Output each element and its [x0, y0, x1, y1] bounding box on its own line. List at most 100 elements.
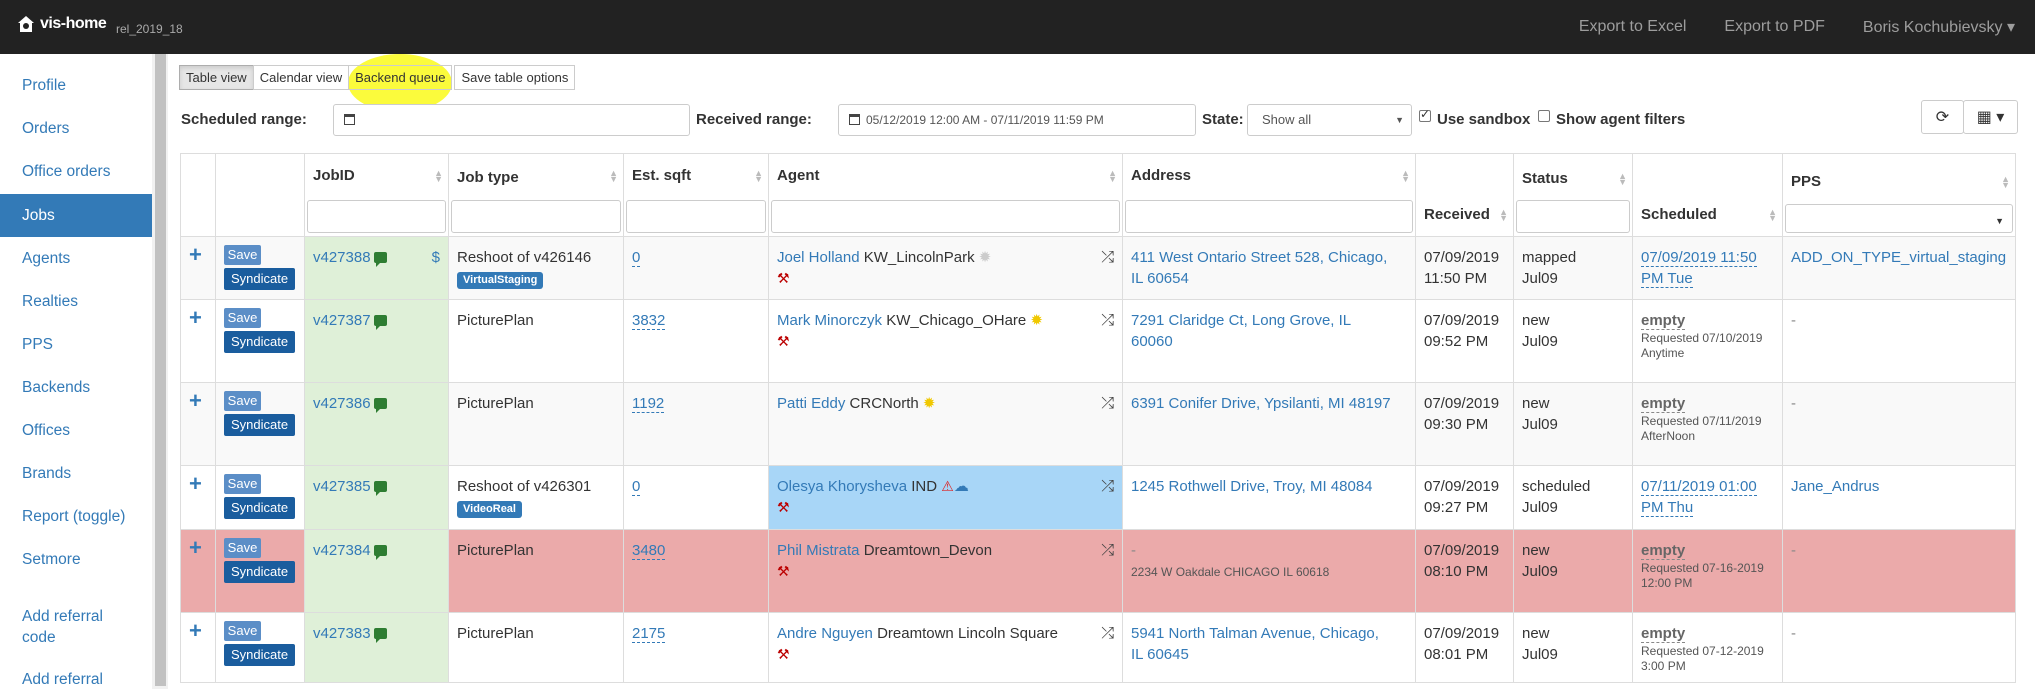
- agent-link[interactable]: Joel Holland: [777, 249, 860, 266]
- shuffle-icon[interactable]: ⤮: [1101, 312, 1114, 329]
- sidebar-item-offices[interactable]: Offices: [22, 422, 70, 439]
- address-line1[interactable]: 411 West Ontario Street 528, Chicago,: [1131, 249, 1388, 266]
- est-sqft-editable[interactable]: 2175: [632, 625, 666, 643]
- scheduled-datetime[interactable]: 07/11/2019 01:00: [1641, 478, 1757, 496]
- syndicate-button[interactable]: Syndicate: [224, 644, 295, 666]
- expand-row-icon[interactable]: +: [189, 618, 202, 643]
- scheduled-day[interactable]: PM Thu: [1641, 499, 1694, 517]
- col-header-est-sqft[interactable]: Est. sqft ▲ ▼: [623, 153, 769, 237]
- col-header-job-type[interactable]: Job type ▲ ▼: [448, 153, 624, 237]
- sidebar-item-jobs[interactable]: Jobs: [0, 194, 152, 237]
- comment-icon[interactable]: [373, 252, 387, 267]
- col-header-agent[interactable]: Agent ▲ ▼: [768, 153, 1123, 237]
- col-header-jobid[interactable]: JobID ▲ ▼: [304, 153, 449, 237]
- shuffle-icon[interactable]: ⤮: [1101, 249, 1114, 266]
- address-line1[interactable]: 1245 Rothwell Drive, Troy, MI 48084: [1131, 478, 1373, 495]
- calendar-view-button[interactable]: Calendar view: [252, 65, 350, 90]
- est-sqft-editable[interactable]: 0: [632, 478, 641, 496]
- scheduled-day[interactable]: PM Tue: [1641, 270, 1693, 288]
- expand-row-icon[interactable]: +: [189, 305, 202, 330]
- address-line1[interactable]: 5941 North Talman Avenue, Chicago,: [1131, 625, 1379, 642]
- shuffle-icon[interactable]: ⤮: [1101, 395, 1114, 412]
- sidebar-item-report-toggle[interactable]: Report (toggle): [22, 508, 126, 525]
- syndicate-button[interactable]: Syndicate: [224, 497, 295, 519]
- expand-row-icon[interactable]: +: [189, 471, 202, 496]
- comment-icon[interactable]: [373, 481, 387, 496]
- sidebar-item-pps[interactable]: PPS: [22, 336, 54, 353]
- col-header-received[interactable]: Received ▲ ▼: [1415, 153, 1514, 237]
- col-header-address[interactable]: Address ▲ ▼: [1122, 153, 1416, 237]
- brand-logo[interactable]: vis-home: [16, 14, 107, 34]
- syndicate-button[interactable]: Syndicate: [224, 414, 295, 436]
- sidebar-item-profile[interactable]: Profile: [22, 77, 66, 94]
- address-line2[interactable]: IL 60654: [1131, 270, 1189, 287]
- jobid-link[interactable]: v427387: [313, 312, 371, 329]
- show-agent-filters-checkbox[interactable]: [1538, 110, 1550, 122]
- comment-icon[interactable]: [373, 628, 387, 643]
- sidebar-scrollbar-thumb[interactable]: [155, 54, 166, 686]
- scheduled-range-input[interactable]: [333, 104, 690, 136]
- sidebar-item-add-referral[interactable]: Add referral: [22, 671, 103, 688]
- address-line2[interactable]: 60060: [1131, 333, 1173, 350]
- status-filter-input[interactable]: [1516, 200, 1630, 233]
- job-type-filter-input[interactable]: [451, 200, 621, 233]
- est-sqft-editable[interactable]: 1192: [632, 395, 665, 413]
- agent-link[interactable]: Olesya Khorysheva: [777, 478, 908, 495]
- table-view-button[interactable]: Table view: [179, 65, 254, 90]
- shuffle-icon[interactable]: ⤮: [1101, 478, 1114, 495]
- save-button[interactable]: Save: [224, 391, 261, 411]
- address-line1[interactable]: 6391 Conifer Drive, Ypsilanti, MI 48197: [1131, 395, 1391, 412]
- shuffle-icon[interactable]: ⤮: [1101, 625, 1114, 642]
- address-line2[interactable]: IL 60645: [1131, 646, 1189, 663]
- export-pdf-link[interactable]: Export to PDF: [1724, 18, 1825, 35]
- agent-link[interactable]: Andre Nguyen: [777, 625, 873, 642]
- columns-menu-button[interactable]: ▦ ▾: [1963, 100, 2018, 134]
- col-header-pps[interactable]: PPS ▲ ▼ ▼: [1782, 153, 2016, 237]
- pps-value[interactable]: Jane_Andrus: [1791, 478, 1880, 495]
- jobid-link[interactable]: v427386: [313, 395, 371, 412]
- payment-dollar-icon[interactable]: $: [431, 249, 440, 266]
- sidebar-item-orders[interactable]: Orders: [22, 120, 70, 137]
- address-filter-input[interactable]: [1125, 200, 1413, 233]
- use-sandbox-checkbox[interactable]: [1419, 107, 1431, 122]
- expand-row-icon[interactable]: +: [189, 388, 202, 413]
- est-sqft-editable[interactable]: 3480: [632, 542, 666, 560]
- sidebar-item-add-referral-code[interactable]: Add referral code: [22, 608, 103, 646]
- jobid-filter-input[interactable]: [307, 200, 446, 233]
- sidebar-item-office-orders[interactable]: Office orders: [22, 163, 111, 180]
- shuffle-icon[interactable]: ⤮: [1101, 542, 1114, 559]
- sidebar-item-agents[interactable]: Agents: [22, 250, 71, 267]
- save-button[interactable]: Save: [224, 621, 261, 641]
- jobid-link[interactable]: v427384: [313, 542, 371, 559]
- sidebar-item-setmore[interactable]: Setmore: [22, 551, 81, 568]
- pps-value[interactable]: ADD_ON_TYPE_virtual_staging: [1791, 249, 2007, 266]
- comment-icon[interactable]: [373, 398, 387, 413]
- refresh-button[interactable]: ⟳: [1921, 100, 1964, 134]
- backend-queue-button[interactable]: Backend queue: [348, 65, 453, 90]
- pps-filter-select[interactable]: ▼: [1785, 204, 2013, 233]
- save-button[interactable]: Save: [224, 308, 261, 328]
- state-select[interactable]: Show all ▼: [1247, 104, 1412, 136]
- scheduled-datetime[interactable]: 07/09/2019 11:50: [1641, 249, 1757, 267]
- received-range-input[interactable]: 05/12/2019 12:00 AM - 07/11/2019 11:59 P…: [838, 104, 1196, 136]
- est-sqft-editable[interactable]: 0: [632, 249, 641, 267]
- agent-link[interactable]: Phil Mistrata: [777, 542, 860, 559]
- syndicate-button[interactable]: Syndicate: [224, 331, 295, 353]
- syndicate-button[interactable]: Syndicate: [224, 561, 295, 583]
- est-sqft-filter-input[interactable]: [626, 200, 766, 233]
- save-button[interactable]: Save: [224, 474, 261, 494]
- address-line1[interactable]: 7291 Claridge Ct, Long Grove, IL: [1131, 312, 1352, 329]
- sidebar-item-backends[interactable]: Backends: [22, 379, 91, 396]
- est-sqft-editable[interactable]: 3832: [632, 312, 666, 330]
- save-button[interactable]: Save: [224, 538, 261, 558]
- scheduled-empty[interactable]: empty: [1641, 625, 1686, 643]
- jobid-link[interactable]: v427385: [313, 478, 371, 495]
- scheduled-empty[interactable]: empty: [1641, 395, 1686, 413]
- agent-link[interactable]: Mark Minorczyk: [777, 312, 883, 329]
- save-button[interactable]: Save: [224, 245, 261, 265]
- export-excel-link[interactable]: Export to Excel: [1578, 18, 1687, 35]
- col-header-scheduled[interactable]: Scheduled ▲ ▼: [1632, 153, 1783, 237]
- syndicate-button[interactable]: Syndicate: [224, 268, 295, 290]
- comment-icon[interactable]: [373, 545, 387, 560]
- scheduled-empty[interactable]: empty: [1641, 312, 1686, 330]
